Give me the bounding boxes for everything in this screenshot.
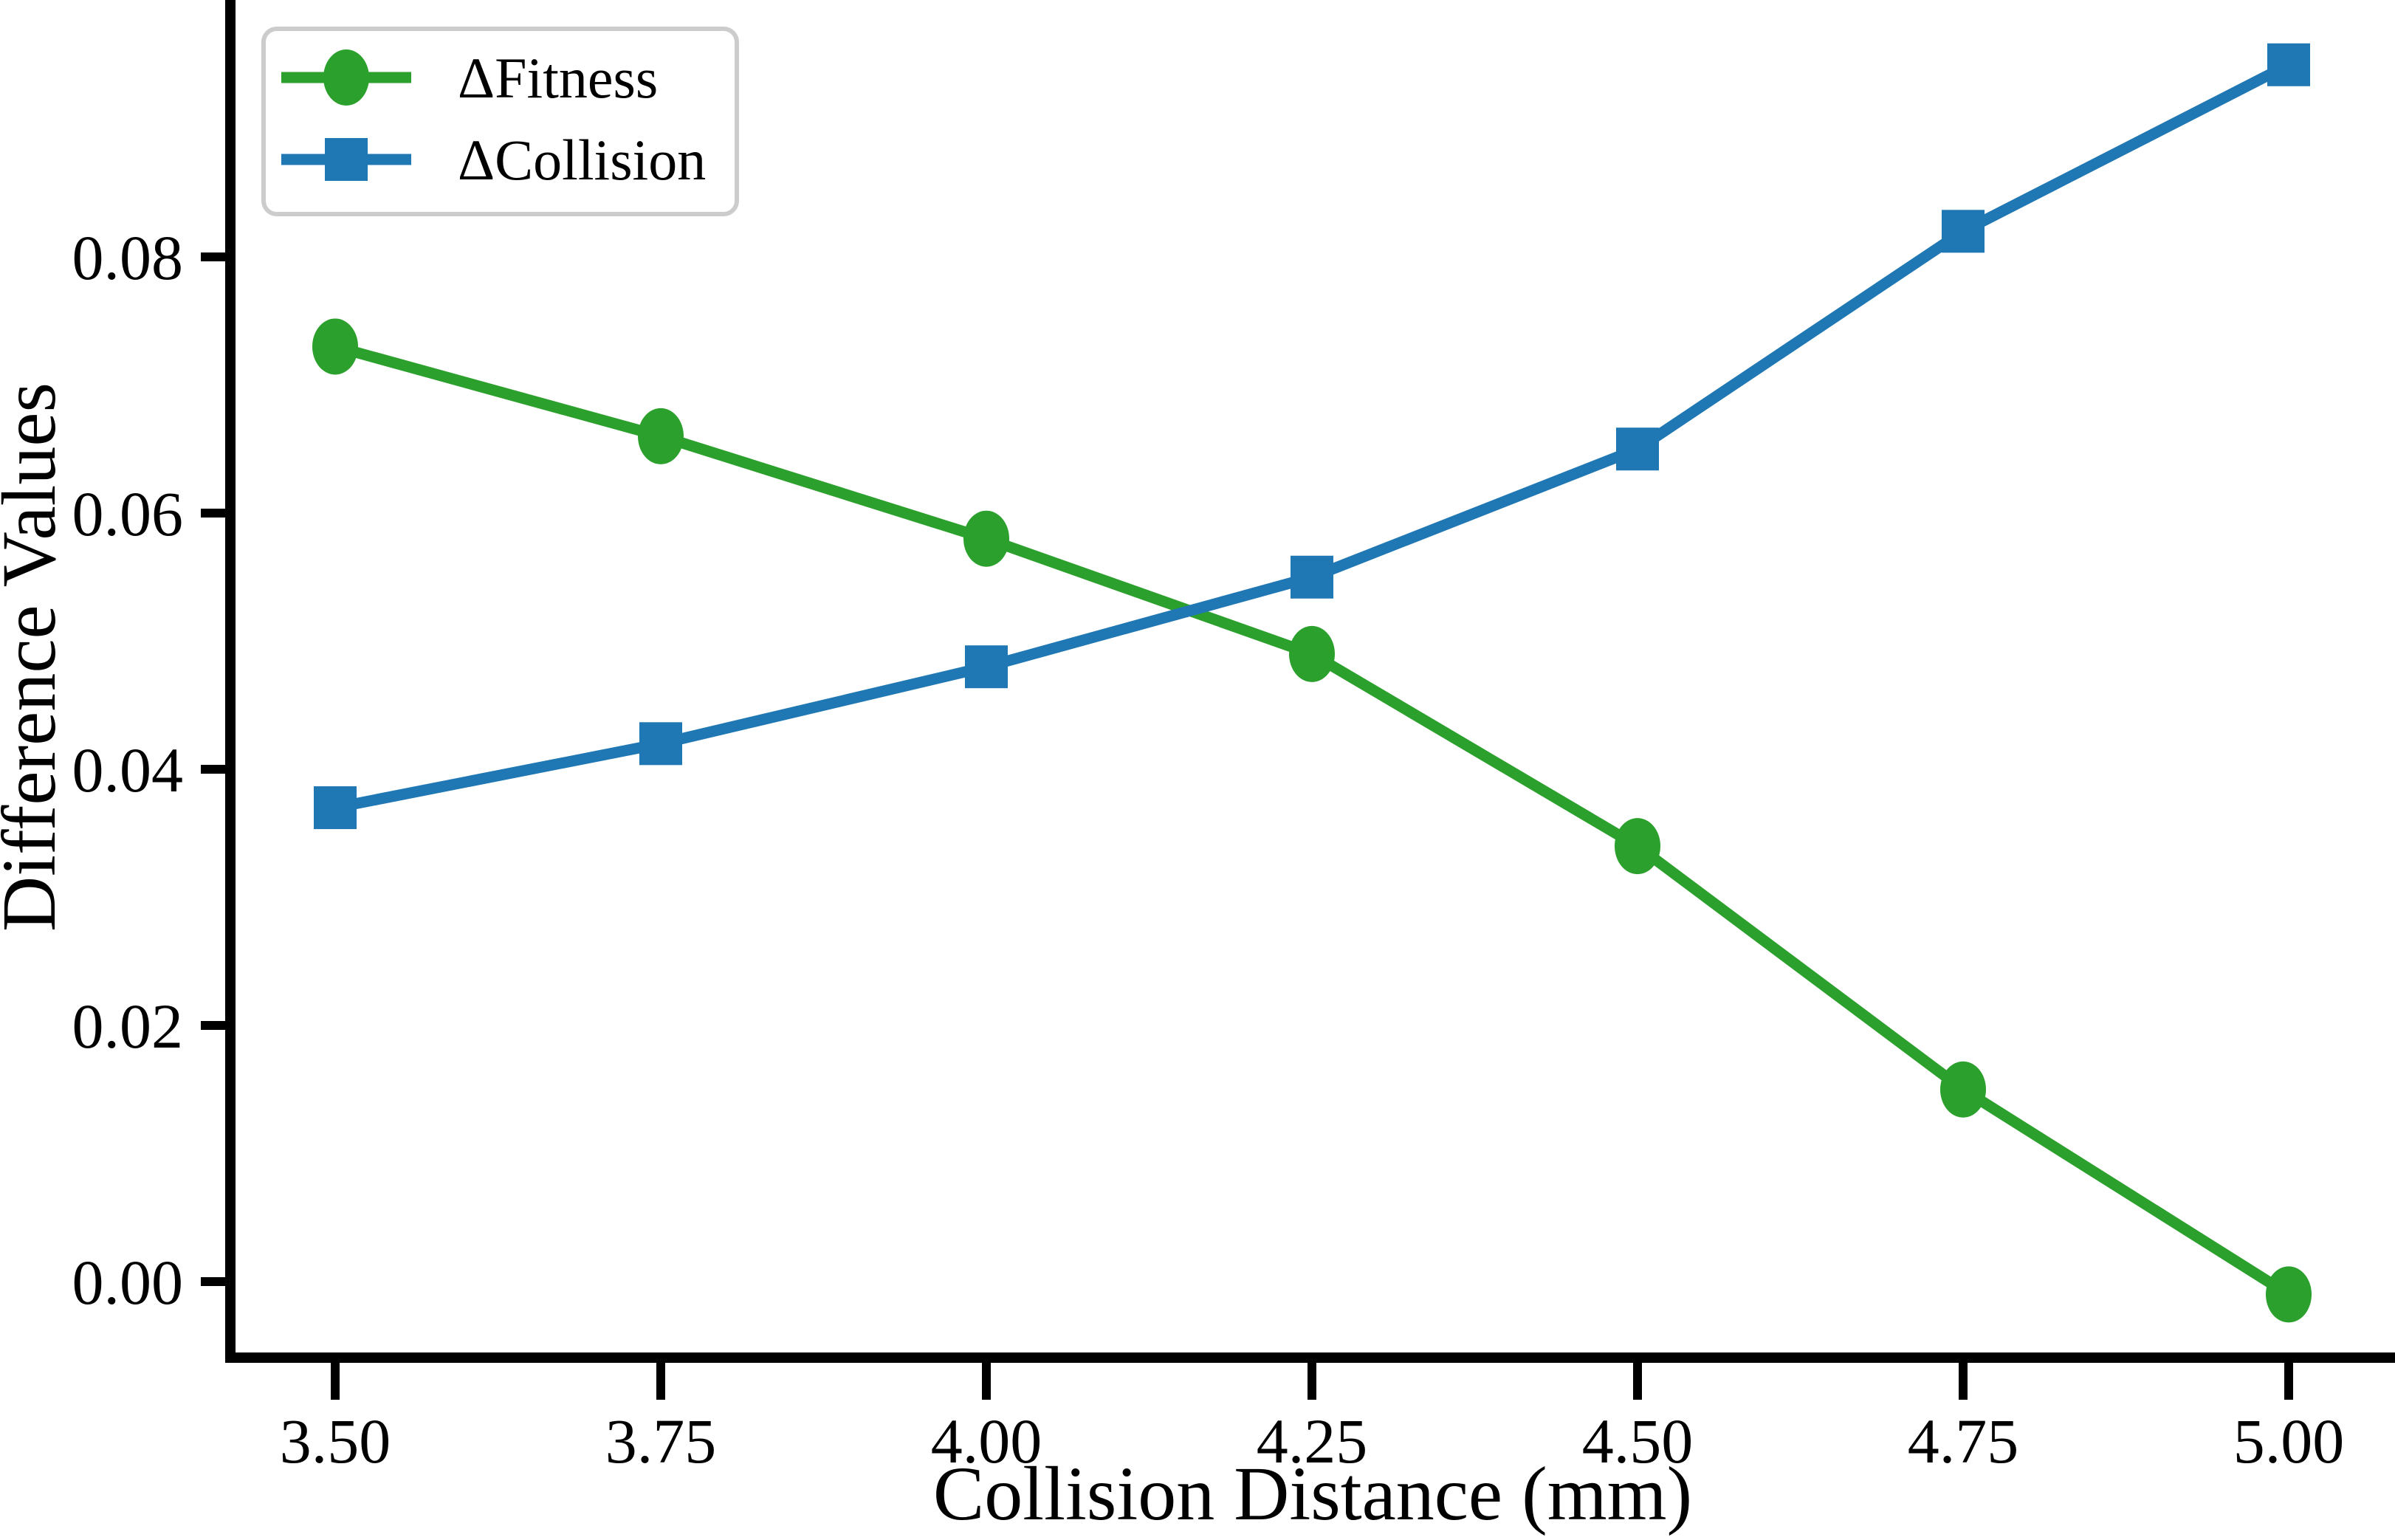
y-tick-label: 0.06	[72, 478, 184, 549]
x-tick-label: 4.00	[931, 1406, 1042, 1477]
series-layer	[312, 43, 2312, 1323]
legend-label: ΔFitness	[458, 46, 658, 110]
data-point-square	[1942, 210, 1985, 253]
data-point-circle	[963, 510, 1009, 567]
legend-label: ΔCollision	[458, 128, 706, 192]
x-tick-label: 5.00	[2233, 1406, 2345, 1477]
data-point-square	[1616, 427, 1659, 471]
data-point-circle	[638, 408, 684, 464]
data-point-circle	[312, 318, 358, 375]
data-point-square	[2267, 43, 2310, 86]
data-point-square	[965, 645, 1008, 689]
data-point-circle	[1615, 818, 1660, 875]
y-tick-label: 0.04	[72, 735, 184, 805]
legend: ΔFitness ΔCollision	[261, 27, 739, 216]
data-point-square	[639, 722, 682, 766]
legend-entry-collision: ΔCollision	[281, 128, 706, 192]
data-point-circle	[1289, 625, 1335, 682]
x-tick-label: 4.25	[1257, 1406, 1368, 1477]
legend-square-marker-icon	[325, 138, 368, 181]
y-tick-label: 0.02	[72, 991, 184, 1062]
y-axis-label: Difference Values	[0, 382, 72, 932]
x-tick-label: 3.75	[605, 1406, 717, 1477]
legend-entry-fitness: ΔFitness	[281, 46, 658, 110]
y-tick-label: 0.00	[72, 1247, 184, 1318]
x-tick-label: 4.75	[1908, 1406, 2019, 1477]
data-point-circle	[1940, 1061, 1986, 1118]
x-axis-label: Collision Distance (mm)	[933, 1451, 1692, 1536]
x-tick-label: 3.50	[280, 1406, 391, 1477]
x-tick-label: 4.50	[1582, 1406, 1694, 1477]
data-point-square	[1291, 555, 1333, 599]
series-line-fitness	[334, 341, 2292, 1299]
legend-circle-marker-icon	[323, 49, 369, 106]
data-point-square	[314, 786, 357, 830]
axes-layer: 0.00 0.02 0.04 0.06 0.08 3.50 3.75 4.00 4.25 4.50…	[72, 0, 2395, 1477]
data-point-circle	[2266, 1266, 2312, 1323]
y-tick-label: 0.08	[72, 222, 184, 293]
